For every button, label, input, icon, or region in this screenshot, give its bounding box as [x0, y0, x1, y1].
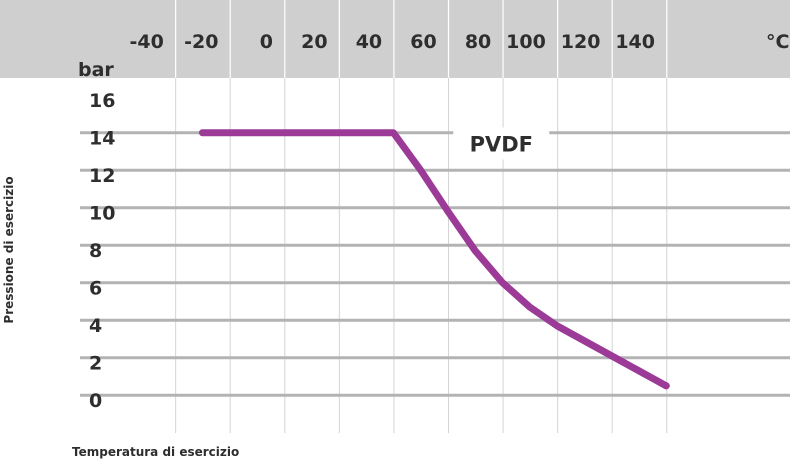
x-tick-label: 40	[356, 31, 382, 53]
y-unit-label: bar	[78, 59, 114, 81]
x-tick-label: 60	[410, 31, 436, 53]
series-line-pvdf	[198, 129, 670, 390]
series-lines: PVDF	[198, 127, 670, 390]
y-tick-label: 10	[89, 203, 115, 225]
y-tick-label: 16	[89, 90, 115, 112]
x-tick-label: 100	[506, 31, 546, 53]
x-tick-label: 140	[615, 31, 655, 53]
y-tick-label: 4	[89, 315, 102, 337]
y-tick-label: 14	[89, 128, 115, 150]
y-tick-label: 8	[89, 240, 102, 262]
x-tick-label: 80	[465, 31, 491, 53]
x-tick-label: -40	[130, 31, 164, 53]
x-tick-label: 120	[561, 31, 601, 53]
x-axis-label: Temperatura di esercizio	[72, 445, 239, 459]
header-band	[0, 0, 790, 78]
y-tick-labels: 16 14 12 10 8 6 4 2 0	[89, 90, 115, 412]
series-label-pvdf: PVDF	[470, 133, 533, 157]
y-tick-label: 12	[89, 165, 115, 187]
x-tick-label: 20	[301, 31, 327, 53]
x-tick-label: 0	[260, 31, 273, 53]
x-unit-label: °C	[766, 31, 789, 53]
x-tick-labels: -40 -20 0 20 40 60 80 100 120 140	[130, 31, 655, 53]
series-label-box	[453, 127, 550, 160]
y-tick-label: 0	[89, 390, 102, 412]
x-tick-label: -20	[184, 31, 218, 53]
horizontal-gridlines	[80, 131, 790, 397]
y-tick-label: 6	[89, 278, 102, 300]
y-tick-label: 2	[89, 353, 102, 375]
y-axis-label: Pressione di esercizio	[2, 176, 16, 323]
